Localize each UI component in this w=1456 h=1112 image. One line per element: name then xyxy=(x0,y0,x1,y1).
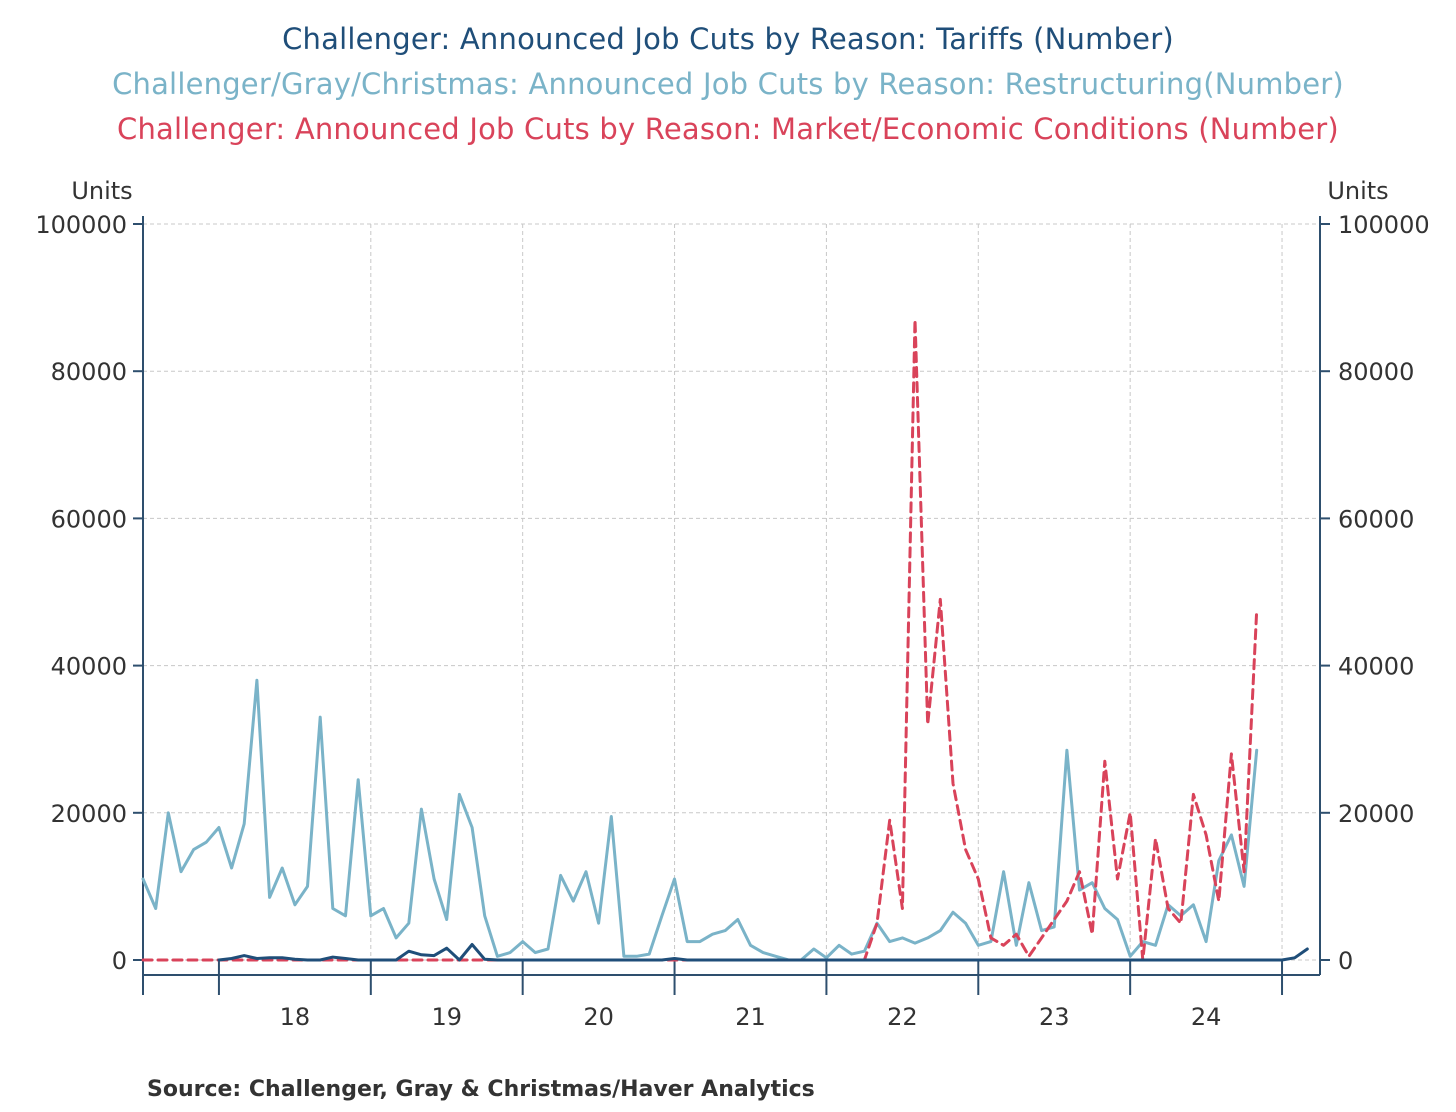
x-tick-label: 24 xyxy=(1191,1003,1222,1031)
y-axis-ticks: 0 0 20000 20000 40000 40000 60000 60000 80000 800… xyxy=(35,211,1429,975)
series-line-market xyxy=(141,318,1259,962)
chart-title-tariffs: Challenger: Announced Job Cuts by Reason… xyxy=(282,22,1174,56)
x-tick-label: 21 xyxy=(735,1003,766,1031)
right-y-tick-label: 100000 xyxy=(1338,211,1430,239)
gridlines xyxy=(143,223,1320,961)
source-note: Source: Challenger, Gray & Christmas/Hav… xyxy=(147,1077,815,1102)
left-y-tick-label: 60000 xyxy=(51,505,127,533)
left-y-tick-label: 20000 xyxy=(51,800,127,828)
x-tick-label: 18 xyxy=(280,1003,311,1031)
right-y-tick-label: 0 xyxy=(1338,947,1353,975)
left-y-tick-label: 80000 xyxy=(51,358,127,386)
series-lines xyxy=(141,318,1309,962)
x-tick-label: 23 xyxy=(1039,1003,1070,1031)
series-line-restructuring xyxy=(141,678,1259,962)
x-tick-label: 19 xyxy=(431,1003,462,1031)
right-axis-units-label: Units xyxy=(1327,177,1388,205)
left-y-tick-label: 100000 xyxy=(35,211,127,239)
right-y-tick-label: 40000 xyxy=(1338,653,1414,681)
chart-title-market-conditions: Challenger: Announced Job Cuts by Reason… xyxy=(117,112,1339,146)
series-line-tariffs xyxy=(217,943,1309,962)
right-y-tick-label: 20000 xyxy=(1338,800,1414,828)
right-y-tick-label: 60000 xyxy=(1338,505,1414,533)
x-tick-label: 20 xyxy=(583,1003,614,1031)
x-axis-ticks: 18 19 20 21 22 23 24 xyxy=(280,1003,1222,1031)
x-tick-label: 22 xyxy=(887,1003,918,1031)
left-y-tick-label: 0 xyxy=(112,947,127,975)
left-y-tick-label: 40000 xyxy=(51,653,127,681)
left-axis-units-label: Units xyxy=(71,177,132,205)
axes xyxy=(133,216,1330,995)
chart-title-restructuring: Challenger/Gray/Christmas: Announced Job… xyxy=(112,67,1344,101)
right-y-tick-label: 80000 xyxy=(1338,358,1414,386)
